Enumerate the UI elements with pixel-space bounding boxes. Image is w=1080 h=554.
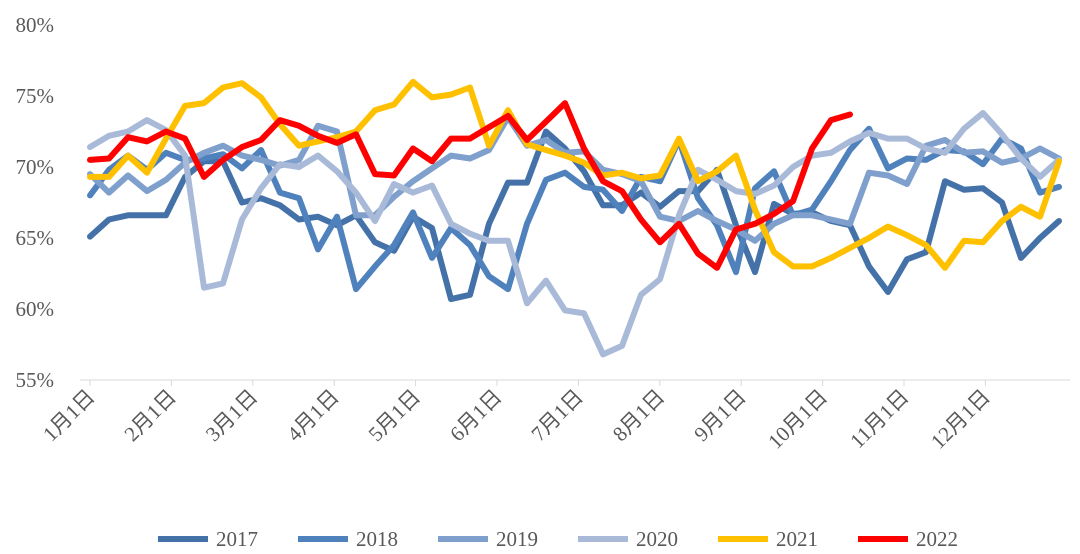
legend-label: 2018 (356, 527, 398, 551)
legend-label: 2021 (776, 527, 818, 551)
series-lines (87, 78, 1062, 358)
x-tick-label: 8月1日 (608, 385, 670, 447)
x-axis-ticks: 1月1日 2月1日 3月1日 4月1日 5月1日 6月1日 7月1日 8月1日 9月1日 10月1… (38, 380, 995, 454)
x-tick-label: 10月1日 (763, 385, 832, 454)
legend-item-2018: 2018 (298, 527, 398, 551)
legend-item-2021: 2021 (718, 527, 818, 551)
x-tick-label: 5月1日 (364, 385, 426, 447)
y-tick-label: 65% (16, 226, 55, 250)
y-tick-label: 75% (16, 84, 55, 108)
x-tick-label: 1月1日 (38, 385, 100, 447)
series-line-2021 (87, 78, 1062, 271)
legend-item-2020: 2020 (578, 527, 678, 551)
y-axis-ticks: 55% 60% 65% 70% 75% 80% (16, 13, 55, 392)
x-tick-label: 9月1日 (689, 385, 751, 447)
series-line-2022 (87, 100, 853, 271)
x-tick-label: 12月1日 (926, 385, 995, 454)
legend-item-2017: 2017 (158, 527, 258, 551)
legend-label: 2017 (216, 527, 258, 551)
y-tick-label: 70% (16, 155, 55, 179)
series-line-2020 (87, 110, 1062, 358)
x-tick-label: 6月1日 (445, 385, 507, 447)
legend-label: 2019 (496, 527, 538, 551)
legend-item-2019: 2019 (438, 527, 538, 551)
legend-label: 2022 (916, 527, 958, 551)
legend: 2017 2018 2019 2020 2021 2022 (158, 527, 958, 551)
x-tick-label: 11月1日 (845, 385, 913, 453)
x-tick-label: 2月1日 (119, 385, 181, 447)
x-tick-label: 3月1日 (201, 385, 263, 447)
x-tick-label: 4月1日 (282, 385, 344, 447)
x-tick-label: 7月1日 (526, 385, 588, 447)
series-line-2019 (87, 114, 1062, 244)
y-tick-label: 60% (16, 297, 55, 321)
legend-label: 2020 (636, 527, 678, 551)
y-tick-label: 55% (16, 368, 55, 392)
legend-item-2022: 2022 (858, 527, 958, 551)
y-tick-label: 80% (16, 13, 55, 37)
